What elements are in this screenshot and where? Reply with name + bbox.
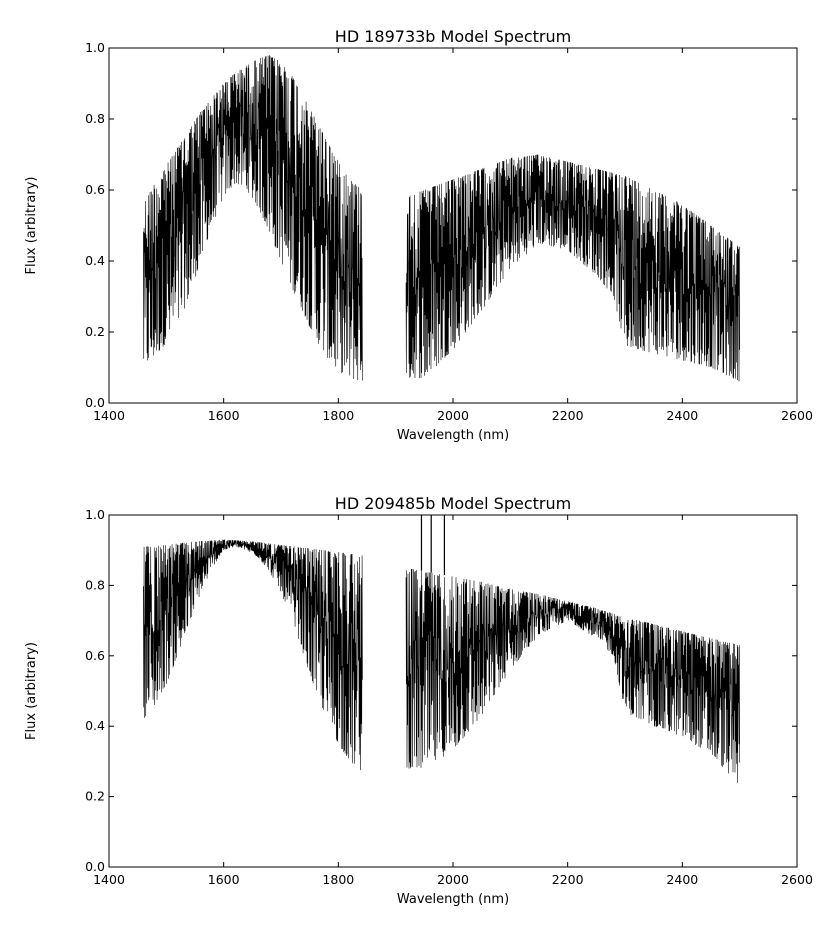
x-tick-label: 1600 <box>208 408 240 423</box>
y-tick-label: 0.4 <box>85 253 105 268</box>
x-tick-label: 1400 <box>93 872 125 887</box>
y-axis-label: Flux (arbitrary) <box>24 642 39 740</box>
spectrum-line <box>405 154 740 382</box>
chart-title: HD 209485b Model Spectrum <box>335 494 571 513</box>
x-tick-label: 2600 <box>781 408 813 423</box>
x-tick-label: 2600 <box>781 872 813 887</box>
y-axis-label: Flux (arbitrary) <box>24 177 39 275</box>
spectrum-panel-bottom: HD 209485b Model Spectrum 1400 1600 1800 20… <box>24 494 813 907</box>
x-tick-label: 2000 <box>437 408 469 423</box>
x-tick-label: 1600 <box>208 872 240 887</box>
y-tick-label: 0.6 <box>85 182 105 197</box>
spectrum-panel-top: HD 189733b Model Spectrum 1400 1600 1800 20… <box>24 27 813 443</box>
spectrum-lines <box>143 55 740 382</box>
spectrum-line <box>143 55 363 381</box>
x-tick-label: 1800 <box>322 408 354 423</box>
y-tick-label: 0.6 <box>85 648 105 663</box>
y-tick-label: 0.8 <box>85 111 105 126</box>
tick-layer: 1400 1600 1800 2000 2200 2400 2600 0.0 0.2 0.4 0.6… <box>85 507 813 887</box>
y-tick-label: 1.0 <box>85 40 105 55</box>
spectrum-line <box>143 539 363 771</box>
x-tick-label: 2000 <box>437 872 469 887</box>
y-tick-label: 1.0 <box>85 507 105 522</box>
x-tick-label: 2200 <box>552 408 584 423</box>
plot-frame <box>108 47 798 404</box>
tick-layer: 1400 1600 1800 2000 2200 2400 2600 0.0 0.2 0.4 0.6… <box>85 40 813 423</box>
x-tick-label: 1800 <box>322 872 354 887</box>
plot-frame <box>108 514 798 868</box>
x-tick-label: 1400 <box>93 408 125 423</box>
y-tick-label: 0.2 <box>85 324 105 339</box>
x-axis-label: Wavelength (nm) <box>397 428 509 443</box>
y-tick-label: 0.0 <box>85 859 105 874</box>
x-axis-label: Wavelength (nm) <box>397 892 509 907</box>
spectrum-line <box>405 569 740 783</box>
y-tick-label: 0.4 <box>85 718 105 733</box>
chart-title: HD 189733b Model Spectrum <box>335 27 571 46</box>
y-tick-label: 0.2 <box>85 789 105 804</box>
spectrum-lines <box>143 515 740 783</box>
y-tick-label: 0.0 <box>85 395 105 410</box>
x-tick-label: 2200 <box>552 872 584 887</box>
x-tick-label: 2400 <box>666 872 698 887</box>
x-tick-label: 2400 <box>666 408 698 423</box>
y-tick-label: 0.8 <box>85 577 105 592</box>
